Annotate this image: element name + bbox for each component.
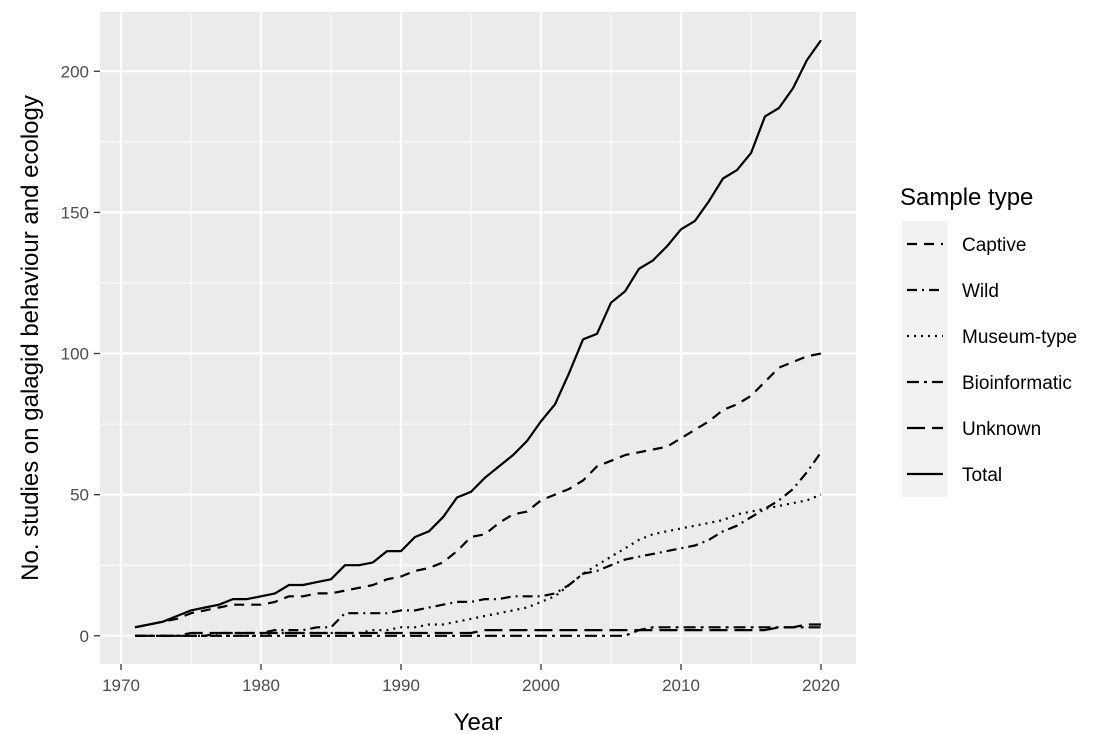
y-axis-title: No. studies on galagid behaviour and eco… xyxy=(17,95,44,581)
series-line-total xyxy=(134,39,822,629)
major-gridlines xyxy=(100,12,856,664)
series-line-bioinformatic xyxy=(135,626,821,637)
x-axis-ticks: 1970 1980 1990 2000 2010 2020 xyxy=(102,664,840,695)
series-line-museum-type xyxy=(135,493,822,637)
panel-background xyxy=(100,12,856,664)
x-axis-title: Year xyxy=(454,709,503,734)
y-tick-label: 100 xyxy=(61,345,89,364)
legend-label-museum-type: Museum-type xyxy=(962,327,1077,348)
legend-title: Sample type xyxy=(900,184,1033,211)
x-tick-label: 1990 xyxy=(382,676,420,695)
legend-label-total: Total xyxy=(962,465,1002,486)
series-lines xyxy=(134,39,822,637)
x-tick-label: 2020 xyxy=(802,676,840,695)
x-tick-label: 1970 xyxy=(102,676,140,695)
y-tick-label: 150 xyxy=(61,203,89,222)
legend: Sample type Captive Wild Museum-type Bioinf… xyxy=(900,184,1077,497)
y-tick-label: 0 xyxy=(80,627,89,646)
x-tick-label: 2010 xyxy=(662,676,700,695)
minor-gridlines xyxy=(100,12,856,664)
series-line-captive xyxy=(134,352,822,629)
y-axis-ticks: 0 50 100 150 200 xyxy=(61,62,100,646)
series-line-unknown xyxy=(135,623,821,637)
y-tick-label: 200 xyxy=(61,62,89,81)
legend-label-unknown: Unknown xyxy=(962,419,1041,440)
legend-label-captive: Captive xyxy=(962,235,1026,256)
legend-label-bioinformatic: Bioinformatic xyxy=(962,373,1072,394)
legend-label-wild: Wild xyxy=(962,281,999,302)
x-tick-label: 2000 xyxy=(522,676,560,695)
y-tick-label: 50 xyxy=(70,486,89,505)
legend-key-background xyxy=(902,221,948,497)
x-tick-label: 1980 xyxy=(242,676,280,695)
